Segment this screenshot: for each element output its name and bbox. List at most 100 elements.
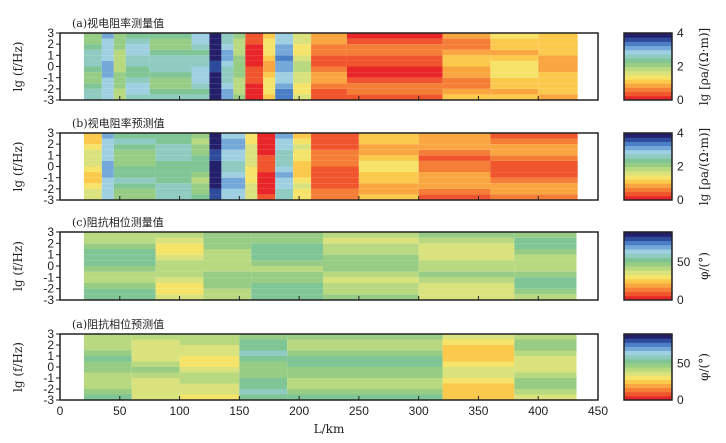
heatmap-cell — [514, 339, 577, 345]
heatmap-cell — [155, 188, 192, 195]
x-tick-label: 450 — [588, 404, 608, 418]
heatmap-cell — [125, 83, 150, 89]
heatmap-cell — [514, 243, 577, 249]
heatmap-cell — [155, 138, 192, 145]
heatmap-cell — [191, 177, 210, 184]
heatmap-cell — [311, 160, 359, 167]
heatmap-cell — [346, 83, 443, 89]
heatmap-cell — [209, 188, 222, 195]
heatmap-cell — [293, 72, 312, 78]
x-tick-label: 350 — [468, 404, 488, 418]
heatmap-cell — [418, 177, 491, 184]
heatmap-cell — [490, 66, 539, 73]
heatmap-cell — [346, 38, 443, 45]
y-tick-label: 0 — [47, 259, 54, 273]
heatmap-cell — [245, 160, 258, 167]
heatmap-cell — [257, 194, 276, 200]
y-tick-label: 2 — [47, 37, 54, 51]
heatmap-cell — [101, 77, 114, 84]
heatmap-cell — [191, 38, 210, 45]
y-tick-label: -1 — [43, 171, 54, 185]
heatmap-cell — [191, 155, 210, 161]
y-tick-label: -1 — [43, 371, 54, 385]
heatmap-cell — [251, 266, 324, 272]
heatmap-cell — [179, 367, 240, 373]
colorbar-swatch — [624, 149, 672, 155]
heatmap-cell — [203, 260, 252, 266]
heatmap-cell — [125, 55, 150, 61]
colorbar-swatch — [624, 261, 672, 267]
heatmap-cell — [155, 172, 192, 178]
heatmap-cell — [323, 260, 419, 266]
heatmap-cell — [155, 160, 192, 167]
heatmap-cell — [490, 55, 539, 61]
heatmap-cell — [83, 334, 132, 340]
heatmap-cell — [113, 60, 126, 67]
heatmap-cell — [275, 49, 294, 56]
heatmap-cell — [311, 94, 347, 100]
panel-title: (a)阻抗相位预测值 — [72, 317, 164, 331]
heatmap-cell — [101, 55, 114, 61]
heatmap-cell — [275, 38, 294, 45]
heatmap-cell — [257, 133, 276, 139]
x-tick-label: 50 — [113, 404, 127, 418]
heatmap-cell — [418, 183, 491, 189]
heatmap-cell — [245, 138, 258, 145]
heatmap-cell — [323, 266, 419, 272]
heatmap-cell — [538, 60, 578, 67]
heatmap-cell — [83, 394, 132, 400]
y-tick-label: 0 — [47, 60, 54, 74]
heatmap-cell — [358, 172, 419, 178]
heatmap-cell — [311, 183, 359, 189]
heatmap-cell — [257, 172, 276, 178]
y-tick-label: -3 — [43, 193, 54, 207]
heatmap-cell — [83, 188, 102, 195]
heatmap-cell — [83, 44, 102, 50]
heatmap-cell — [209, 155, 222, 161]
heatmap-cell — [251, 249, 324, 255]
heatmap-cell — [179, 361, 240, 367]
colorbar-swatch — [624, 95, 672, 101]
heatmap-cell — [113, 33, 126, 39]
heatmap-cell — [101, 49, 114, 56]
y-tick-label: 3 — [47, 225, 54, 239]
heatmap-cell — [293, 83, 312, 89]
heatmap-cell — [155, 283, 204, 289]
heatmap-cell — [155, 149, 192, 156]
y-tick-label: 2 — [47, 338, 54, 352]
heatmap-cell — [233, 66, 246, 73]
heatmap-cell — [346, 55, 443, 61]
heatmap-cell — [311, 172, 359, 178]
heatmap-cell — [442, 60, 491, 67]
colorbar-frame — [623, 32, 673, 101]
heatmap-cell — [221, 38, 234, 45]
heatmap-cell — [209, 138, 222, 145]
heatmap-cell — [311, 72, 347, 78]
heatmap-cell — [311, 83, 347, 89]
heatmap-cell — [418, 294, 515, 300]
colorbar-swatch — [624, 62, 672, 67]
heatmap-cell — [209, 55, 222, 61]
heatmap-cell — [149, 33, 192, 39]
heatmap-cell — [233, 33, 246, 39]
heatmap-cell — [514, 254, 577, 261]
x-tick-label: 100 — [170, 404, 190, 418]
heatmap-cell — [83, 288, 156, 295]
heatmap-cell — [101, 66, 114, 73]
heatmap-cell — [149, 44, 192, 50]
heatmap-cell — [83, 72, 102, 78]
heatmap-cell — [113, 138, 156, 145]
heatmap-cell — [311, 88, 347, 95]
heatmap-cell — [113, 133, 156, 139]
colorbar-swatch — [624, 253, 672, 258]
heatmap-cell — [101, 33, 114, 39]
heatmap-cell — [131, 339, 180, 345]
heatmap-cell — [287, 361, 443, 367]
panel-title: (c)阻抗相位测量值 — [72, 215, 164, 229]
heatmap-cell — [191, 77, 210, 84]
heatmap-cell — [221, 88, 234, 95]
heatmap-cell — [293, 60, 312, 67]
heatmap-cell — [323, 254, 419, 261]
heatmap-cell — [323, 243, 419, 249]
heatmap-cell — [191, 44, 210, 50]
